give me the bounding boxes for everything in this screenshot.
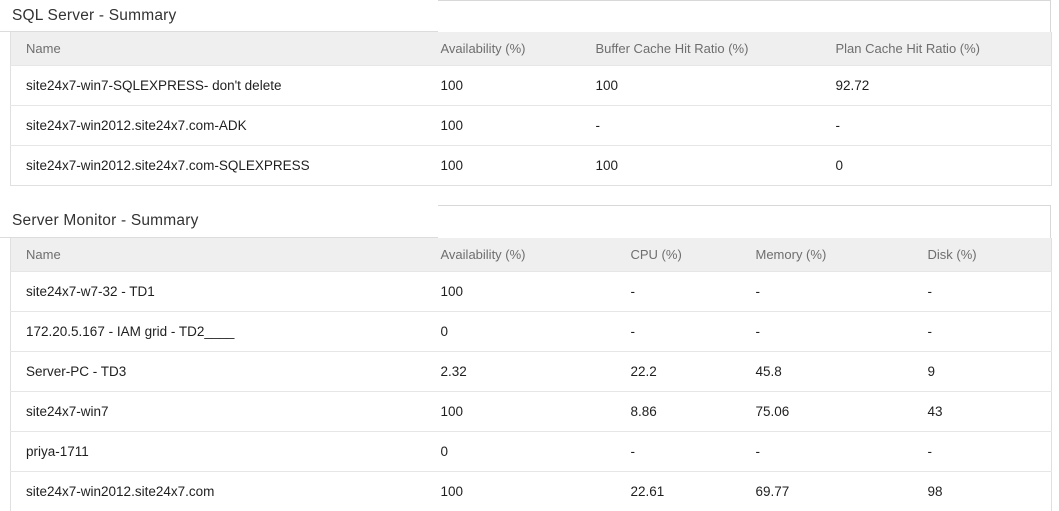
cell-availability: 100: [425, 391, 616, 432]
cell-monitor-name: site24x7-win2012.site24x7.com-ADK: [10, 105, 426, 146]
cell-disk: 43: [912, 391, 1052, 432]
widget-title-tab: SQL Server - Summary: [0, 0, 438, 32]
cell-monitor-name: site24x7-win2012.site24x7.com: [10, 471, 426, 511]
cell-buffer-cache-hit-ratio: 100: [580, 145, 821, 186]
server-monitor-summary-widget: Server Monitor - Summary Name Availabili…: [0, 205, 1059, 511]
cell-disk: 98: [912, 471, 1052, 511]
cell-monitor-name: site24x7-win7: [10, 391, 426, 432]
cell-monitor-name: site24x7-w7-32 - TD1: [10, 271, 426, 312]
column-header-availability: Availability (%): [425, 238, 616, 272]
sql-summary-title: SQL Server - Summary: [12, 6, 177, 24]
cell-availability: 100: [425, 105, 581, 146]
table-row[interactable]: site24x7-win2012.site24x7.com-ADK 100 - …: [10, 105, 1052, 146]
column-header-name: Name: [10, 238, 426, 272]
cell-plan-cache-hit-ratio: 92.72: [820, 65, 1052, 106]
table-row[interactable]: 172.20.5.167 - IAM grid - TD2____ 0 - - …: [10, 311, 1052, 352]
column-header-cpu: CPU (%): [615, 238, 741, 272]
cell-monitor-name: Server-PC - TD3: [10, 351, 426, 392]
table-header-row: Name Availability (%) Buffer Cache Hit R…: [10, 32, 1052, 66]
cell-buffer-cache-hit-ratio: 100: [580, 65, 821, 106]
cell-cpu: -: [615, 271, 741, 312]
sql-server-summary-widget: SQL Server - Summary Name Availability (…: [0, 0, 1059, 186]
cell-disk: 9: [912, 351, 1052, 392]
cell-memory: -: [740, 431, 913, 472]
cell-buffer-cache-hit-ratio: -: [580, 105, 821, 146]
cell-disk: -: [912, 311, 1052, 352]
widget-title-tab: Server Monitor - Summary: [0, 205, 438, 238]
table-row[interactable]: site24x7-win7-SQLEXPRESS- don't delete 1…: [10, 65, 1052, 106]
cell-monitor-name: 172.20.5.167 - IAM grid - TD2____: [10, 311, 426, 352]
column-header-availability: Availability (%): [425, 32, 581, 66]
cell-disk: -: [912, 271, 1052, 312]
cell-memory: 69.77: [740, 471, 913, 511]
table-row[interactable]: site24x7-win2012.site24x7.com 100 22.61 …: [10, 471, 1052, 511]
cell-availability: 100: [425, 271, 616, 312]
sql-summary-table: Name Availability (%) Buffer Cache Hit R…: [10, 32, 1052, 186]
cell-monitor-name: site24x7-win7-SQLEXPRESS- don't delete: [10, 65, 426, 106]
column-header-buffer-cache-hit-ratio: Buffer Cache Hit Ratio (%): [580, 32, 821, 66]
widget-header-strip: [438, 205, 1051, 238]
table-row[interactable]: site24x7-w7-32 - TD1 100 - - -: [10, 271, 1052, 312]
server-summary-title: Server Monitor - Summary: [12, 212, 199, 229]
server-summary-table: Name Availability (%) CPU (%) Memory (%)…: [10, 238, 1052, 511]
cell-cpu: 22.2: [615, 351, 741, 392]
cell-availability: 2.32: [425, 351, 616, 392]
cell-monitor-name: site24x7-win2012.site24x7.com-SQLEXPRESS: [10, 145, 426, 186]
table-row[interactable]: site24x7-win7 100 8.86 75.06 43: [10, 391, 1052, 432]
cell-disk: -: [912, 431, 1052, 472]
cell-availability: 100: [425, 145, 581, 186]
cell-cpu: -: [615, 431, 741, 472]
cell-availability: 100: [425, 65, 581, 106]
cell-plan-cache-hit-ratio: 0: [820, 145, 1052, 186]
cell-cpu: 8.86: [615, 391, 741, 432]
table-row[interactable]: Server-PC - TD3 2.32 22.2 45.8 9: [10, 351, 1052, 392]
column-header-memory: Memory (%): [740, 238, 913, 272]
widget-header: SQL Server - Summary: [0, 0, 1059, 32]
table-row[interactable]: priya-1711 0 - - -: [10, 431, 1052, 472]
cell-cpu: -: [615, 311, 741, 352]
column-header-disk: Disk (%): [912, 238, 1052, 272]
table-header-row: Name Availability (%) CPU (%) Memory (%)…: [10, 238, 1052, 272]
column-header-plan-cache-hit-ratio: Plan Cache Hit Ratio (%): [820, 32, 1052, 66]
cell-availability: 0: [425, 431, 616, 472]
cell-plan-cache-hit-ratio: -: [820, 105, 1052, 146]
cell-memory: 75.06: [740, 391, 913, 432]
cell-monitor-name: priya-1711: [10, 431, 426, 472]
widget-header: Server Monitor - Summary: [0, 205, 1059, 238]
cell-memory: -: [740, 271, 913, 312]
cell-availability: 100: [425, 471, 616, 511]
widget-header-strip: [438, 0, 1051, 32]
column-header-name: Name: [10, 32, 426, 66]
cell-cpu: 22.61: [615, 471, 741, 511]
cell-memory: -: [740, 311, 913, 352]
cell-memory: 45.8: [740, 351, 913, 392]
table-row[interactable]: site24x7-win2012.site24x7.com-SQLEXPRESS…: [10, 145, 1052, 186]
cell-availability: 0: [425, 311, 616, 352]
